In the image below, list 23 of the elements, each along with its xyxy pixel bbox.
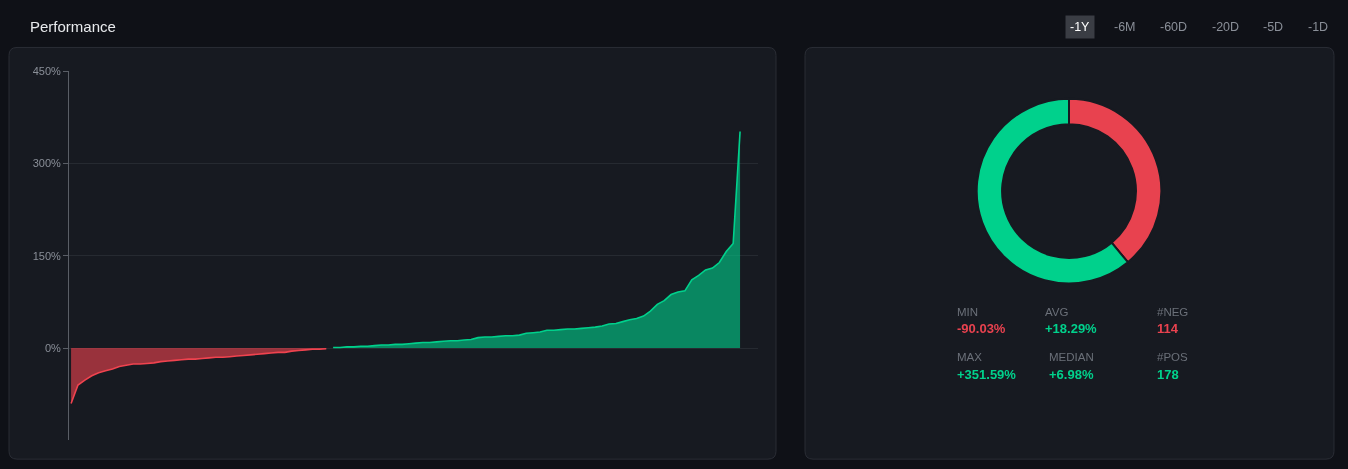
text: #NEG: [1157, 306, 1189, 318]
text: MIN: [957, 306, 979, 318]
y-tick-label: 0%: [44, 341, 62, 354]
text: -6M: [1114, 20, 1136, 34]
text: 114: [1157, 321, 1179, 336]
text: AVG: [1045, 306, 1069, 318]
text: -1Y: [1070, 20, 1091, 34]
text: MAX: [957, 351, 983, 363]
text: -90.03%: [957, 321, 1006, 336]
text: +6.98%: [1049, 367, 1094, 382]
text: -20D: [1212, 20, 1240, 34]
text: +18.29%: [1045, 321, 1098, 336]
text: -60D: [1160, 20, 1188, 34]
y-tick-label: 150%: [32, 249, 62, 262]
y-tick-label: 450%: [32, 65, 62, 78]
y-tick-label: 300%: [32, 157, 62, 170]
text: +351.59%: [957, 367, 1017, 382]
text: 178: [1157, 367, 1179, 382]
text: MEDIAN: [1049, 351, 1094, 363]
chart-title: Performance: [30, 17, 116, 35]
text: -1D: [1308, 20, 1329, 34]
text: -5D: [1263, 20, 1284, 34]
text: #POS: [1157, 351, 1189, 363]
